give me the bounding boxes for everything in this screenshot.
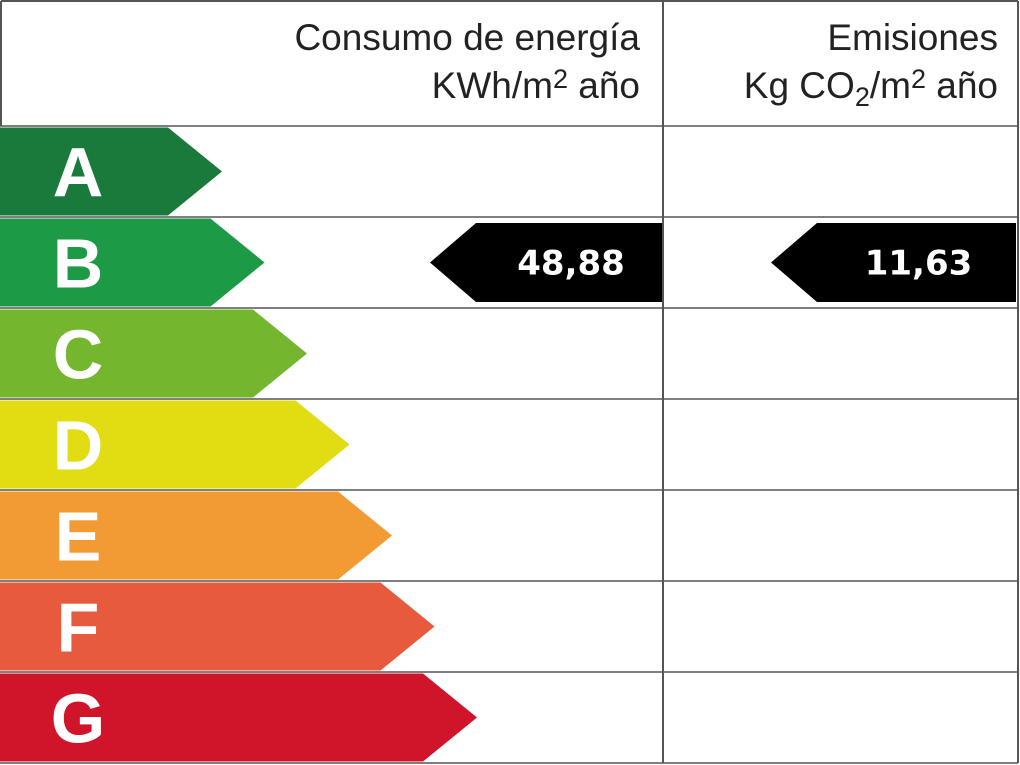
band-arrow-d	[0, 400, 350, 489]
band-letter-e: E	[55, 498, 102, 576]
energy-unit-exponent: 2	[552, 64, 568, 94]
band-arrow-g	[0, 673, 477, 762]
emissions-unit-exponent: 2	[910, 64, 926, 94]
band-arrow-b	[0, 218, 265, 307]
band-arrow-c	[0, 309, 307, 398]
emissions-unit-subscript: 2	[854, 82, 870, 112]
energy-unit-base: KWh/m	[431, 65, 553, 106]
emissions-unit-period: año	[925, 65, 998, 106]
energy-header-title: Consumo de energía	[294, 17, 640, 58]
band-letter-c: C	[53, 316, 104, 394]
emissions-unit-base: Kg CO	[743, 65, 855, 106]
band-arrow-f	[0, 582, 435, 671]
emissions-rating-value: 11,63	[865, 244, 973, 284]
band-letter-g: G	[51, 680, 105, 758]
emissions-header: Emisiones Kg CO2/m2 año	[665, 14, 998, 113]
band-letter-f: F	[57, 589, 100, 667]
energy-consumption-header: Consumo de energía KWh/m2 año	[0, 14, 640, 113]
band-arrow-e	[0, 491, 392, 580]
energy-unit-period: año	[567, 65, 640, 106]
energy-rating-arrow	[430, 223, 662, 302]
emissions-rating-arrow	[771, 223, 1016, 302]
energy-rating-value: 48,88	[517, 244, 625, 284]
band-letter-d: D	[53, 407, 104, 485]
emissions-header-title: Emisiones	[827, 17, 998, 58]
band-letter-a: A	[53, 134, 104, 212]
emissions-header-unit: Kg CO2/m2 año	[665, 62, 998, 113]
band-arrow-a	[0, 127, 222, 216]
energy-header-unit: KWh/m2 año	[0, 62, 640, 113]
band-letter-b: B	[53, 225, 104, 303]
emissions-unit-per: /m	[869, 65, 911, 106]
